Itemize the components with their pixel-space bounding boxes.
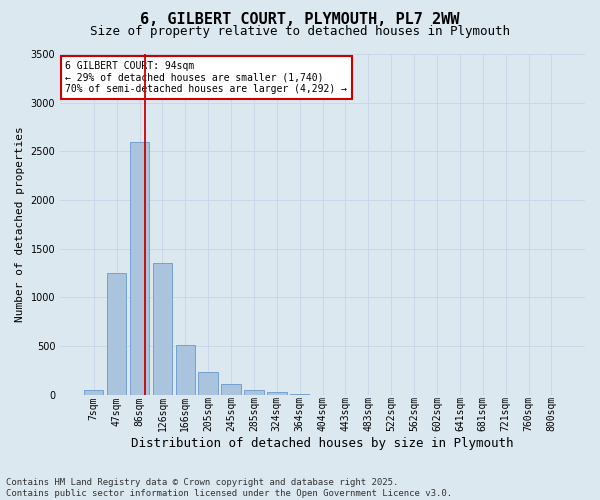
Text: 6, GILBERT COURT, PLYMOUTH, PL7 2WW: 6, GILBERT COURT, PLYMOUTH, PL7 2WW: [140, 12, 460, 28]
Y-axis label: Number of detached properties: Number of detached properties: [15, 126, 25, 322]
Bar: [199, 372, 218, 395]
Text: 6 GILBERT COURT: 94sqm
← 29% of detached houses are smaller (1,740)
70% of semi-: 6 GILBERT COURT: 94sqm ← 29% of detached…: [65, 61, 347, 94]
Bar: [152, 264, 172, 395]
Bar: [221, 384, 241, 395]
Text: Contains HM Land Registry data © Crown copyright and database right 2025.
Contai: Contains HM Land Registry data © Crown c…: [6, 478, 452, 498]
Bar: [84, 390, 103, 395]
Bar: [107, 273, 127, 395]
Bar: [244, 390, 263, 395]
Bar: [267, 392, 287, 395]
Bar: [176, 345, 195, 395]
Bar: [290, 394, 310, 395]
X-axis label: Distribution of detached houses by size in Plymouth: Distribution of detached houses by size …: [131, 437, 514, 450]
Text: Size of property relative to detached houses in Plymouth: Size of property relative to detached ho…: [90, 25, 510, 38]
Bar: [130, 142, 149, 395]
